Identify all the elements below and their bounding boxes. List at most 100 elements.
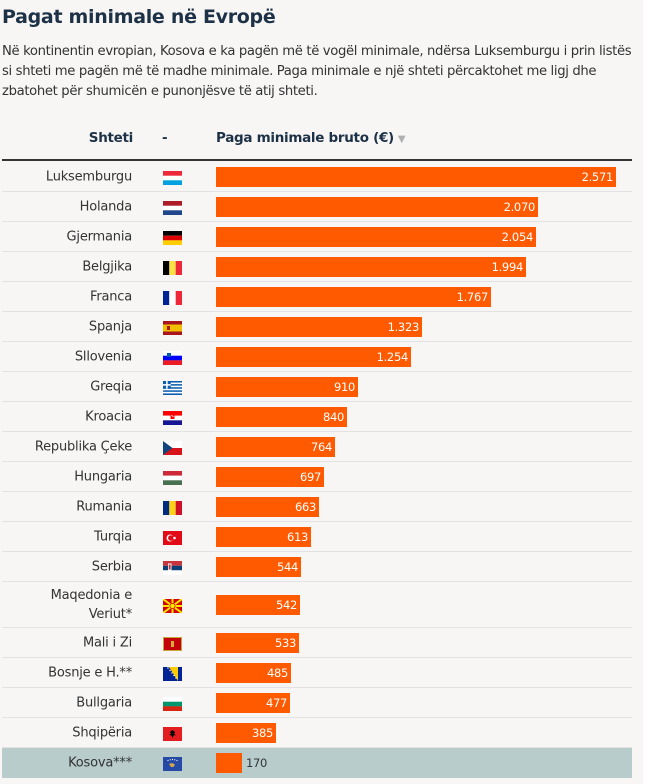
bar-value-label: 840: [322, 409, 344, 424]
country-name: Turqia: [94, 529, 132, 544]
bar-value-label: 1.767: [456, 289, 489, 304]
table-row: Bosnje e H.** 485: [2, 658, 632, 688]
table-row: Holanda 2.070: [2, 192, 632, 222]
bar-value-label: 910: [333, 379, 355, 394]
serbia-flag-icon: [163, 560, 182, 575]
france-flag-icon: [163, 290, 182, 305]
bar: [216, 316, 422, 337]
bar: [216, 436, 335, 457]
bar: [216, 692, 290, 713]
country-name: Bosnje e H.**: [48, 665, 132, 680]
slovenia-flag-icon: [163, 350, 182, 365]
bar: [216, 346, 411, 367]
page-title: Pagat minimale në Evropë: [2, 6, 276, 28]
table-row: Mali i Zi 533: [2, 628, 632, 658]
bar-value-label: 2.571: [581, 169, 614, 184]
bar: [216, 256, 526, 277]
country-name: Spanja: [88, 319, 132, 334]
table-row: Sllovenia 1.254: [2, 342, 632, 372]
bar-value-label: 2.054: [501, 229, 534, 244]
montenegro-flag-icon: [163, 636, 182, 651]
column-header-country-label: Shteti: [88, 130, 134, 146]
bar: [216, 226, 536, 247]
table-row: Luksemburgu 2.571: [2, 162, 632, 192]
table-row: Bullgaria 477: [2, 688, 632, 718]
bar: [216, 406, 347, 427]
bar: [216, 752, 242, 773]
chart-panel: Pagat minimale në Evropë Në kontinentin …: [0, 0, 643, 784]
country-name: Sllovenia: [74, 349, 132, 364]
country-name: Kosova***: [68, 755, 132, 770]
table-row: Kosova*** 170: [2, 748, 632, 778]
country-name: Kroacia: [85, 409, 132, 424]
sort-desc-icon[interactable]: ▼: [397, 134, 406, 145]
bar-value-label: 1.254: [376, 349, 409, 364]
country-name: Franca: [90, 289, 132, 304]
bar-value-label: 1.323: [387, 319, 420, 334]
country-name: Rumania: [76, 499, 132, 514]
country-name: Maqedonia e Veriut*: [50, 587, 133, 622]
table-row: Turqia 613: [2, 522, 632, 552]
bulgaria-flag-icon: [163, 696, 182, 711]
table-row: Belgjika 1.994: [2, 252, 632, 282]
bosnia-flag-icon: [163, 666, 182, 681]
bar-value-label: 697: [299, 469, 321, 484]
germany-flag-icon: [163, 230, 182, 245]
country-name: Shqipëria: [72, 725, 132, 740]
bar-value-label: 385: [251, 725, 273, 740]
bar-value-label: 477: [265, 695, 287, 710]
table-body: Luksemburgu 2.571 Holanda 2.070 Gjermania 2.0…: [0, 162, 632, 778]
description: Në kontinentin evropian, Kosova e ka pag…: [2, 44, 632, 99]
country-name: Holanda: [79, 199, 133, 214]
bar: [216, 196, 538, 217]
country-name: Mali i Zi: [82, 635, 132, 650]
table-row: Shqipëria 385: [2, 718, 632, 748]
country-name: Serbia: [91, 559, 132, 574]
table-row: Hungaria 697: [2, 462, 632, 492]
bar: [216, 526, 311, 547]
bar-value-label: 764: [310, 439, 332, 454]
country-name: Bullgaria: [76, 695, 132, 710]
table-row: Franca 1.767: [2, 282, 632, 312]
bar: [216, 286, 491, 307]
bar: [216, 662, 291, 683]
country-name: Hungaria: [74, 469, 132, 484]
table-row: Serbia 544: [2, 552, 632, 582]
croatia-flag-icon: [163, 410, 182, 425]
column-header-wage-label: Paga minimale bruto (€): [216, 130, 394, 146]
bar-value-label: 542: [275, 597, 297, 612]
belgium-flag-icon: [163, 260, 182, 275]
column-header-country[interactable]: Shteti: [88, 130, 134, 146]
kosovo-flag-icon: [163, 756, 182, 771]
bar: [216, 166, 616, 187]
bar: [216, 594, 300, 615]
bar: [216, 556, 301, 577]
bar-value-label: 613: [286, 529, 308, 544]
bar: [216, 722, 276, 743]
netherlands-flag-icon: [163, 200, 182, 215]
turkey-flag-icon: [163, 530, 182, 545]
table-row: Kroacia 840: [2, 402, 632, 432]
country-name: Gjermania: [66, 229, 133, 244]
bar-value-label: 170: [246, 755, 268, 770]
bar-value-label: 2.070: [503, 199, 536, 214]
czech-republic-flag-icon: [163, 440, 182, 455]
bar-value-label: 485: [266, 665, 288, 680]
bar-value-label: 533: [274, 635, 296, 650]
bar: [216, 632, 299, 653]
column-header-flag: -: [162, 130, 168, 146]
greece-flag-icon: [163, 380, 182, 395]
bar: [216, 496, 319, 517]
bar-value-label: 663: [294, 499, 316, 514]
country-name: Greqia: [90, 379, 132, 394]
column-header-wage[interactable]: Paga minimale bruto (€) ▼: [216, 130, 406, 146]
hungary-flag-icon: [163, 470, 182, 485]
bar-value-label: 544: [276, 559, 298, 574]
albania-flag-icon: [163, 726, 182, 741]
north-macedonia-flag-icon: [162, 597, 183, 614]
column-header-flag-label: -: [162, 130, 168, 146]
table-row: Maqedonia e Veriut* 542: [2, 582, 632, 628]
table-row: Gjermania 2.054: [2, 222, 632, 252]
luxembourg-flag-icon: [163, 170, 182, 185]
country-name: Belgjika: [82, 259, 132, 274]
